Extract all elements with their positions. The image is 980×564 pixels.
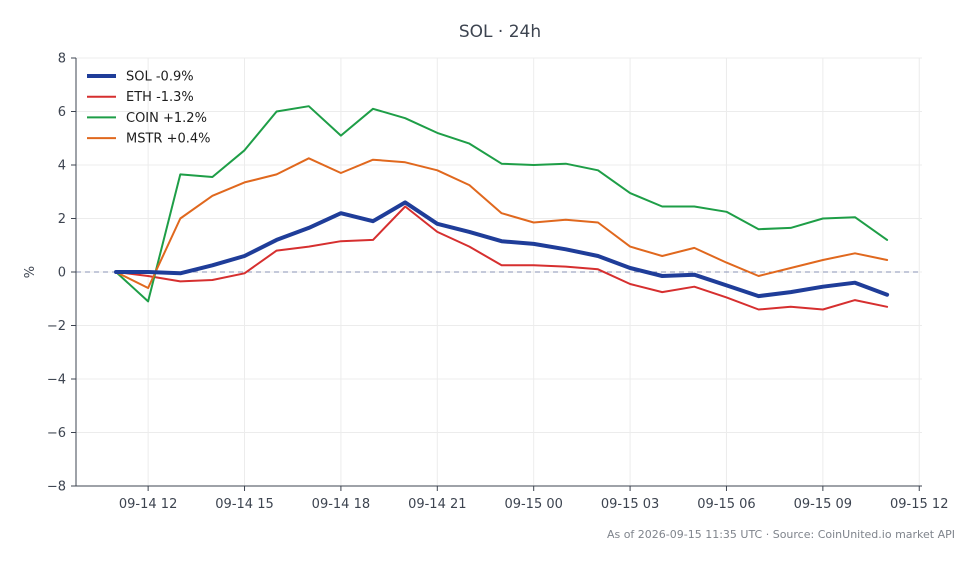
y-tick-label: −4 xyxy=(47,373,66,388)
legend-label: SOL -0.9% xyxy=(126,70,194,85)
y-tick-label: 4 xyxy=(58,159,66,174)
series-lines xyxy=(114,105,890,311)
legend: SOL -0.9% ETH -1.3% COIN +1.2% MSTR +0.4% xyxy=(87,70,211,147)
series-line-sol xyxy=(114,200,890,299)
x-tick-label: 09-15 00 xyxy=(504,497,562,512)
legend-label: COIN +1.2% xyxy=(126,111,207,126)
y-tick-label: 2 xyxy=(58,212,66,227)
legend-label: ETH -1.3% xyxy=(126,90,194,105)
x-tick-label: 09-15 12 xyxy=(890,497,948,512)
x-tick-label: 09-14 21 xyxy=(408,497,466,512)
x-tick-label: 09-15 03 xyxy=(601,497,659,512)
y-tick-label: 0 xyxy=(58,266,66,281)
x-tick-label: 09-14 15 xyxy=(215,497,273,512)
y-tick-label: −6 xyxy=(47,426,66,441)
series-line-eth xyxy=(115,205,889,311)
x-tick-label: 09-15 09 xyxy=(794,497,852,512)
x-tick-label: 09-14 12 xyxy=(119,497,177,512)
legend-label: MSTR +0.4% xyxy=(126,132,211,147)
x-tick-label: 09-14 18 xyxy=(312,497,370,512)
y-tick-labels: −8 −6 −4 −2 0 2 4 6 8 xyxy=(47,52,76,495)
chart-title: SOL · 24h xyxy=(459,22,541,42)
y-tick-label: 6 xyxy=(58,105,66,120)
x-tick-label: 09-15 06 xyxy=(697,497,755,512)
series-line-coin xyxy=(115,105,889,303)
source-footer: As of 2026-09-15 11:35 UTC · Source: Coi… xyxy=(607,528,955,541)
y-tick-label: 8 xyxy=(58,52,66,67)
x-tick-labels: 09-14 12 09-14 15 09-14 18 09-14 21 09-15 00… xyxy=(119,486,948,512)
y-tick-label: −8 xyxy=(47,480,66,495)
y-axis-label: % xyxy=(23,266,38,278)
y-tick-label: −2 xyxy=(47,319,66,334)
series-line-mstr xyxy=(115,157,889,289)
